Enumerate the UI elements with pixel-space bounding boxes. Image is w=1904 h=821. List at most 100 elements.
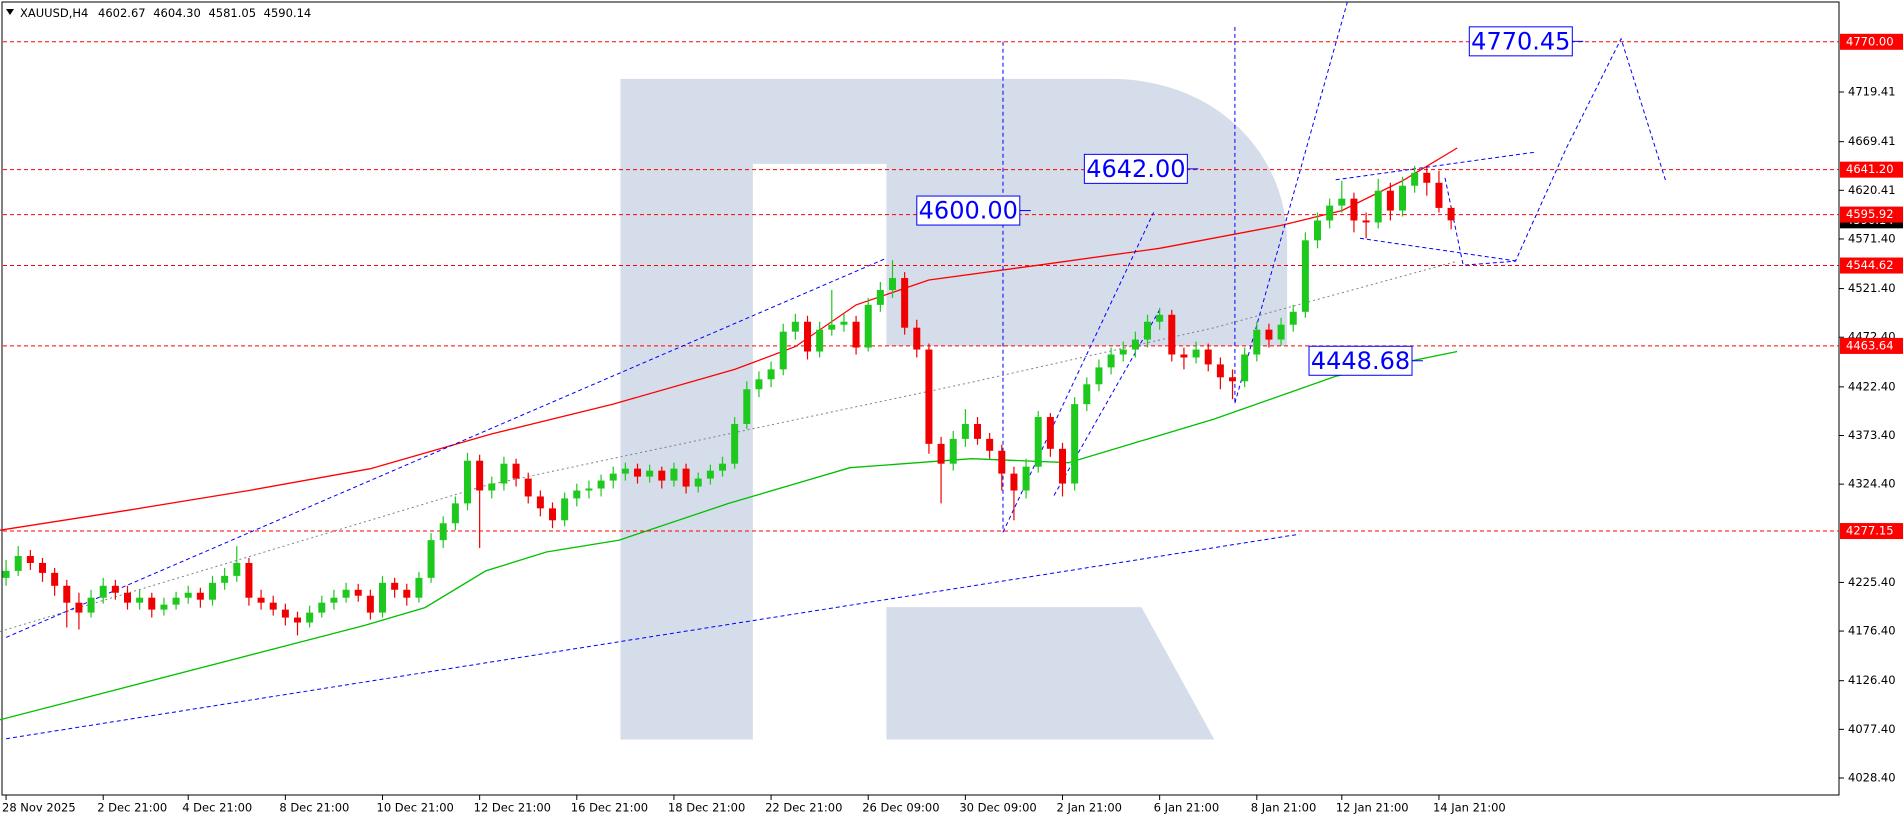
candle-body	[573, 490, 581, 499]
level-box	[1840, 33, 1903, 50]
candle-body	[1156, 314, 1164, 322]
x-tick-label: 12 Dec 21:00	[474, 801, 551, 815]
candle-body	[549, 508, 557, 521]
candle-body	[1229, 377, 1237, 382]
candle-body	[694, 478, 702, 487]
candle-body	[318, 602, 326, 613]
header: XAUUSD,H4 4602.67 4604.30 4581.05 4590.1…	[20, 6, 311, 20]
candle-body	[476, 460, 484, 491]
candle-body	[524, 478, 532, 497]
y-tick-label: 4077.40	[1848, 722, 1896, 736]
x-tick-label: 22 Dec 21:00	[765, 801, 842, 815]
candle-body	[1326, 205, 1334, 221]
level-label: 4277.15	[1846, 524, 1894, 538]
candle-body	[597, 480, 605, 489]
candle-body	[609, 473, 617, 481]
candle-body	[1265, 329, 1273, 340]
candle-body	[366, 595, 374, 613]
header-open: 4602.67	[98, 6, 146, 20]
candle-body	[779, 331, 787, 370]
x-tick-label: 2 Dec 21:00	[97, 801, 167, 815]
candle-body	[1192, 349, 1200, 358]
trend-line	[1335, 151, 1537, 181]
candle-body	[1301, 240, 1309, 312]
candle-body	[221, 575, 229, 583]
header-close: 4590.14	[264, 6, 312, 20]
x-tick-label: 10 Dec 21:00	[377, 801, 454, 815]
candle-body	[38, 562, 46, 573]
candle-body	[743, 389, 751, 424]
candle-body	[1022, 466, 1030, 491]
candle-body	[536, 496, 544, 509]
x-tick-label: 8 Dec 21:00	[279, 801, 349, 815]
candle-body	[306, 612, 314, 623]
candle-body	[634, 468, 642, 477]
trend-line	[1444, 37, 1667, 266]
trend-line	[1359, 237, 1518, 262]
candle-body	[925, 349, 933, 444]
annotation-box	[1083, 153, 1188, 184]
candle-body	[1289, 311, 1297, 325]
candle-body	[1180, 354, 1188, 358]
candle-body	[816, 329, 824, 352]
x-tick-label: 4 Dec 21:00	[182, 801, 252, 815]
y-tick-label: 4422.40	[1848, 379, 1896, 393]
candle-body	[706, 470, 714, 479]
candle-body	[63, 585, 71, 603]
candle-body	[1362, 220, 1370, 223]
x-tick-label: 16 Dec 21:00	[571, 801, 648, 815]
candle-body	[269, 602, 277, 610]
candle-body	[1034, 417, 1042, 467]
candle-body	[281, 609, 289, 618]
trend-line	[5, 257, 887, 638]
symbol: XAUUSD,H4	[20, 6, 88, 20]
candle-body	[1107, 354, 1115, 368]
indicator-line	[0, 260, 1458, 632]
candle-body	[1435, 182, 1443, 208]
level-label: 4463.64	[1846, 338, 1894, 352]
candle-body	[864, 304, 872, 348]
candle-body	[294, 617, 302, 623]
y-tick-label: 4225.40	[1848, 575, 1896, 589]
candle-body	[87, 597, 95, 613]
candle-body	[403, 589, 411, 598]
candle-body	[136, 597, 144, 603]
candle-body	[791, 321, 799, 332]
candle-body	[1071, 404, 1079, 484]
indicator-line	[0, 147, 1458, 531]
candle-body	[451, 503, 459, 524]
candle-body	[852, 321, 860, 348]
menu-arrow	[6, 9, 14, 15]
y-tick-label: 4571.40	[1848, 231, 1896, 245]
candle-body	[731, 423, 739, 464]
candle-body	[124, 592, 131, 603]
level-box	[1840, 257, 1903, 274]
candle-body	[901, 278, 909, 328]
annotation-label: 4770.45	[1471, 27, 1570, 55]
candle-body	[415, 577, 423, 598]
candle-body	[1046, 417, 1054, 449]
candle-body	[682, 468, 690, 487]
candle-body	[99, 585, 107, 598]
y-tick-label: 4373.40	[1848, 428, 1896, 442]
candle-body	[755, 379, 763, 390]
candle-body	[391, 582, 399, 590]
candle-body	[1241, 354, 1249, 382]
candle-body	[998, 450, 1006, 474]
candle-body	[1447, 207, 1455, 221]
annotation-label: 4600.00	[919, 197, 1018, 225]
candle-body	[937, 443, 945, 464]
y-tick-label: 4126.40	[1848, 673, 1896, 687]
candle-body	[1423, 172, 1431, 183]
x-tick-label: 28 Nov 2025	[2, 801, 76, 815]
candle-body	[1204, 349, 1212, 365]
candle-body	[2, 570, 10, 578]
candle-body	[342, 589, 350, 598]
watermark	[620, 78, 1288, 740]
candle-body	[913, 327, 921, 350]
candle-body	[245, 562, 253, 598]
level-box	[1840, 523, 1903, 540]
y-tick-label: 4719.41	[1848, 85, 1896, 99]
level-label: 4595.92	[1846, 207, 1894, 221]
